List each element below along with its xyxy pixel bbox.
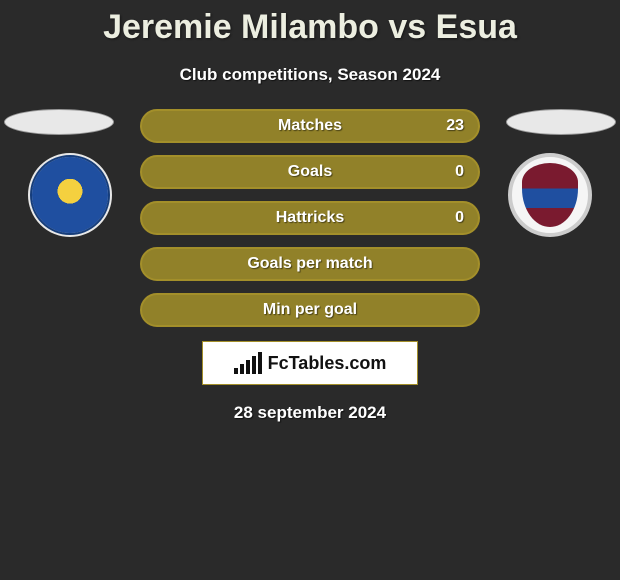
- stat-label: Matches: [278, 117, 342, 135]
- stat-row: Min per goal: [0, 293, 620, 327]
- stat-pill-hattricks: Hattricks 0: [140, 201, 480, 235]
- stat-right-value: 23: [446, 117, 464, 135]
- stat-row: Hattricks 0: [0, 201, 620, 235]
- stat-row: Matches 23: [0, 109, 620, 143]
- stat-label: Hattricks: [276, 209, 344, 227]
- stat-right-value: 0: [455, 163, 464, 181]
- stat-row: Goals 0: [0, 155, 620, 189]
- page-title: Jeremie Milambo vs Esua: [0, 0, 620, 47]
- stats-area: Matches 23 Goals 0 Hattricks 0 Goals per…: [0, 109, 620, 327]
- stat-right-value: 0: [455, 209, 464, 227]
- stat-pill-matches: Matches 23: [140, 109, 480, 143]
- stat-label: Min per goal: [263, 301, 357, 319]
- page-subtitle: Club competitions, Season 2024: [0, 65, 620, 85]
- stat-pill-min-per-goal: Min per goal: [140, 293, 480, 327]
- brand-bars-icon: [234, 352, 262, 374]
- brand-text: FcTables.com: [268, 353, 387, 374]
- stat-row: Goals per match: [0, 247, 620, 281]
- date-text: 28 september 2024: [0, 403, 620, 423]
- brand-box: FcTables.com: [202, 341, 418, 385]
- stat-label: Goals: [288, 163, 332, 181]
- stat-label: Goals per match: [247, 255, 372, 273]
- stat-pill-goals: Goals 0: [140, 155, 480, 189]
- stat-pill-goals-per-match: Goals per match: [140, 247, 480, 281]
